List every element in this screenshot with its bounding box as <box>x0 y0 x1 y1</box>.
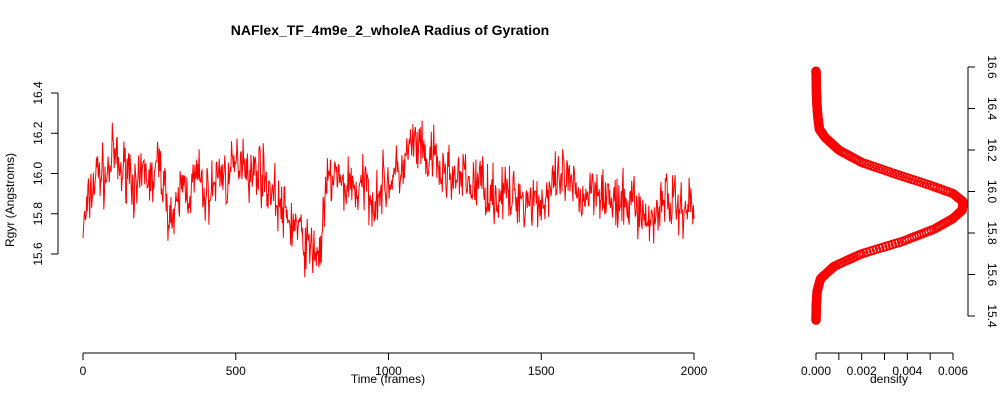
density-point <box>950 190 961 201</box>
density-y-tick-label: 15.8 <box>985 221 999 245</box>
density-y-tick-label: 16.4 <box>985 97 999 121</box>
main-x-axis-label: Time (frames) <box>351 372 425 386</box>
main-x-tick-label: 500 <box>226 364 246 378</box>
density-x-tick-label: 0.002 <box>847 364 877 378</box>
density-x-axis-label: density <box>870 372 908 386</box>
main-series <box>82 120 695 278</box>
density-point <box>811 66 821 76</box>
main-y-tick-label: 16.0 <box>31 161 45 185</box>
density-x-tick-label: 0.004 <box>892 364 922 378</box>
main-y-tick-label: 15.8 <box>31 202 45 226</box>
main-y-tick-label: 16.2 <box>31 121 45 145</box>
density-y-tick-label: 16.0 <box>985 180 999 204</box>
density-y-tick-label: 15.4 <box>985 304 999 328</box>
main-y-axis-label: Rgyr (Angstroms) <box>3 153 17 247</box>
main-x-tick-label: 1500 <box>528 364 555 378</box>
density-y-tick-label: 16.6 <box>985 55 999 79</box>
density-series <box>811 66 968 325</box>
main-x-tick-label: 2000 <box>681 364 708 378</box>
rgyr-series-line <box>82 120 695 278</box>
density-x-tick-label: 0.006 <box>938 364 968 378</box>
chart-title: NAFlex_TF_4m9e_2_wholeA Radius of Gyrati… <box>231 22 549 38</box>
main-x-tick-label: 0 <box>80 364 87 378</box>
main-ticks: 0 500 1000 1500 2000 15.6 15.8 16.0 16.2 16.4 <box>31 81 708 378</box>
density-y-tick-label: 15.6 <box>985 263 999 287</box>
density-x-tick-label: 0.000 <box>801 364 831 378</box>
density-y-tick-label: 16.2 <box>985 138 999 162</box>
main-y-tick-label: 16.4 <box>31 81 45 105</box>
main-x-tick-label: 1000 <box>375 364 402 378</box>
main-y-tick-label: 15.6 <box>31 242 45 266</box>
density-ticks: 0.000 0.002 0.004 0.006 15.4 15.6 15.8 16.0 16.2… <box>801 55 999 378</box>
